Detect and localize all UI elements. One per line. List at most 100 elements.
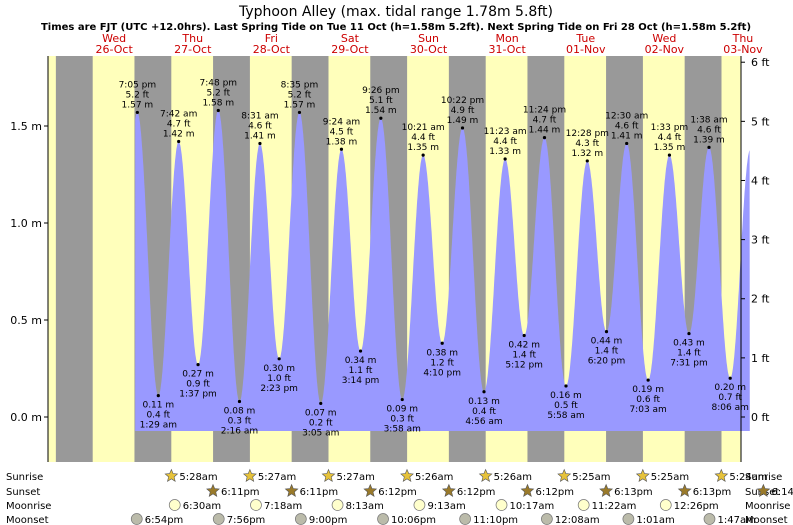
high-tide-time: 12:30 am <box>605 111 648 121</box>
moonset-moon-icon <box>130 513 143 525</box>
high-tide-time: 7:05 pm <box>119 80 157 90</box>
high-tide-point <box>339 147 344 151</box>
high-tide-time: 12:28 pm <box>566 129 609 139</box>
sunrise-icon <box>478 468 493 482</box>
high-tide-feet: 4.5 ft <box>330 127 354 137</box>
high-tide-point <box>421 153 425 157</box>
low-tide-point <box>440 341 444 345</box>
moonrise-moon-icon <box>659 499 672 511</box>
high-tide-point <box>707 145 711 149</box>
low-tide-metres: 0.07 m <box>305 408 337 418</box>
moonrise-time: 8:13am <box>346 501 384 512</box>
sunset-icon <box>756 483 771 497</box>
right-tick-label: 4 ft <box>751 174 770 187</box>
moonset-row-label-right: Moonset <box>745 515 788 525</box>
left-tick-label: 1.0 m <box>10 217 42 230</box>
low-tide-time: 3:14 pm <box>342 376 380 386</box>
sunrise-icon <box>635 468 650 482</box>
high-tide-metres: 1.58 m <box>202 98 234 108</box>
moonset-time: 9:00pm <box>309 515 348 525</box>
tide-height-area <box>135 110 750 431</box>
day-name: Sat <box>341 32 360 45</box>
high-tide-time: 10:22 pm <box>441 96 484 106</box>
moonset-moon-icon <box>377 513 389 525</box>
tide-area <box>135 110 750 431</box>
sunset-icon <box>520 483 535 497</box>
day-name: Sun <box>418 32 439 45</box>
sunrise-time: 5:27am <box>258 472 296 483</box>
sunset-time: 6:13pm <box>693 487 732 498</box>
sunset-icon <box>284 483 299 497</box>
right-tick-label: 6 ft <box>751 56 770 69</box>
day-name: Tue <box>575 32 595 45</box>
high-tide-time: 1:33 pm <box>651 123 689 133</box>
low-tide-feet: 1.1 ft <box>349 366 373 376</box>
low-tide-point <box>237 399 242 404</box>
low-tide-feet: 0.2 ft <box>309 418 333 428</box>
moonrise-time: 7:18am <box>264 501 302 512</box>
low-tide-feet: 1.4 ft <box>512 351 536 361</box>
sunrise-time: 5:25am <box>651 472 689 483</box>
day-headers: Wed26-OctThu27-OctFri28-OctSat29-OctSun3… <box>96 32 764 56</box>
low-tide-metres: 0.20 m <box>714 383 746 393</box>
high-tide-metres: 1.54 m <box>365 106 397 116</box>
daylight-band <box>92 56 135 462</box>
low-tide-time: 7:03 am <box>629 405 666 415</box>
moonset-moon-icon <box>622 513 635 525</box>
low-tide-feet: 0.7 ft <box>718 393 742 403</box>
high-tide-time: 7:42 am <box>160 110 197 120</box>
sunset-time: 6:12pm <box>378 487 417 498</box>
moonset-row-label-left: Moonset <box>6 515 49 525</box>
moonset-moon-icon <box>459 513 471 525</box>
low-tide-metres: 0.30 m <box>263 364 295 374</box>
low-tide-point <box>277 357 281 361</box>
moonrise-moon-icon <box>495 499 508 511</box>
high-tide-point <box>258 141 262 146</box>
low-tide-feet: 0.9 ft <box>186 380 210 390</box>
low-tide-metres: 0.13 m <box>468 397 500 407</box>
sunrise-time: 5:27am <box>337 472 375 483</box>
high-tide-time: 11:23 am <box>484 127 527 137</box>
high-tide-feet: 5.2 ft <box>125 90 149 100</box>
high-tide-feet: 5.1 ft <box>369 96 393 106</box>
day-name: Fri <box>265 32 278 45</box>
high-tide-feet: 4.4 ft <box>493 137 517 147</box>
high-tide-point <box>667 153 672 157</box>
low-tide-time: 2:23 pm <box>260 384 298 394</box>
day-name: Thu <box>732 32 754 45</box>
low-tide-feet: 1.4 ft <box>677 349 701 359</box>
high-tide-metres: 1.57 m <box>122 100 154 110</box>
low-tide-feet: 0.4 ft <box>146 411 170 421</box>
sunrise-time: 5:26am <box>494 472 532 483</box>
high-tide-feet: 5.2 ft <box>206 88 230 98</box>
moonset-time: 10:06pm <box>391 515 436 525</box>
moonrise-row-label-left: Moonrise <box>6 501 51 512</box>
moonset-time: 1:47am <box>717 515 755 525</box>
sunrise-icon <box>557 468 572 482</box>
left-tick-label: 0.5 m <box>10 314 42 327</box>
moonrise-time: 10:17am <box>510 501 555 512</box>
low-tide-metres: 0.43 m <box>673 339 705 349</box>
high-tide-metres: 1.35 m <box>654 143 686 153</box>
low-tide-metres: 0.42 m <box>508 341 540 351</box>
sunrise-time: 5:28am <box>179 472 217 483</box>
sunset-icon <box>599 483 614 497</box>
high-tide-feet: 4.9 ft <box>451 106 475 116</box>
day-date: 02-Nov <box>645 43 685 56</box>
day-name: Wed <box>102 32 126 45</box>
moonset-moon-icon <box>212 513 225 525</box>
high-tide-feet: 4.6 ft <box>248 121 272 131</box>
high-tide-metres: 1.41 m <box>244 131 276 141</box>
sunset-time: 6:11pm <box>300 487 339 498</box>
sunset-icon <box>363 483 378 497</box>
high-tide-metres: 1.39 m <box>693 135 725 145</box>
low-tide-time: 1:29 am <box>140 421 177 431</box>
low-tide-feet: 0.5 ft <box>554 401 578 411</box>
day-date: 26-Oct <box>96 43 134 56</box>
moonset-time: 1:01am <box>636 515 674 525</box>
sunset-time: 6:13pm <box>614 487 653 498</box>
low-tide-point <box>728 376 732 380</box>
sunset-icon <box>441 483 456 497</box>
